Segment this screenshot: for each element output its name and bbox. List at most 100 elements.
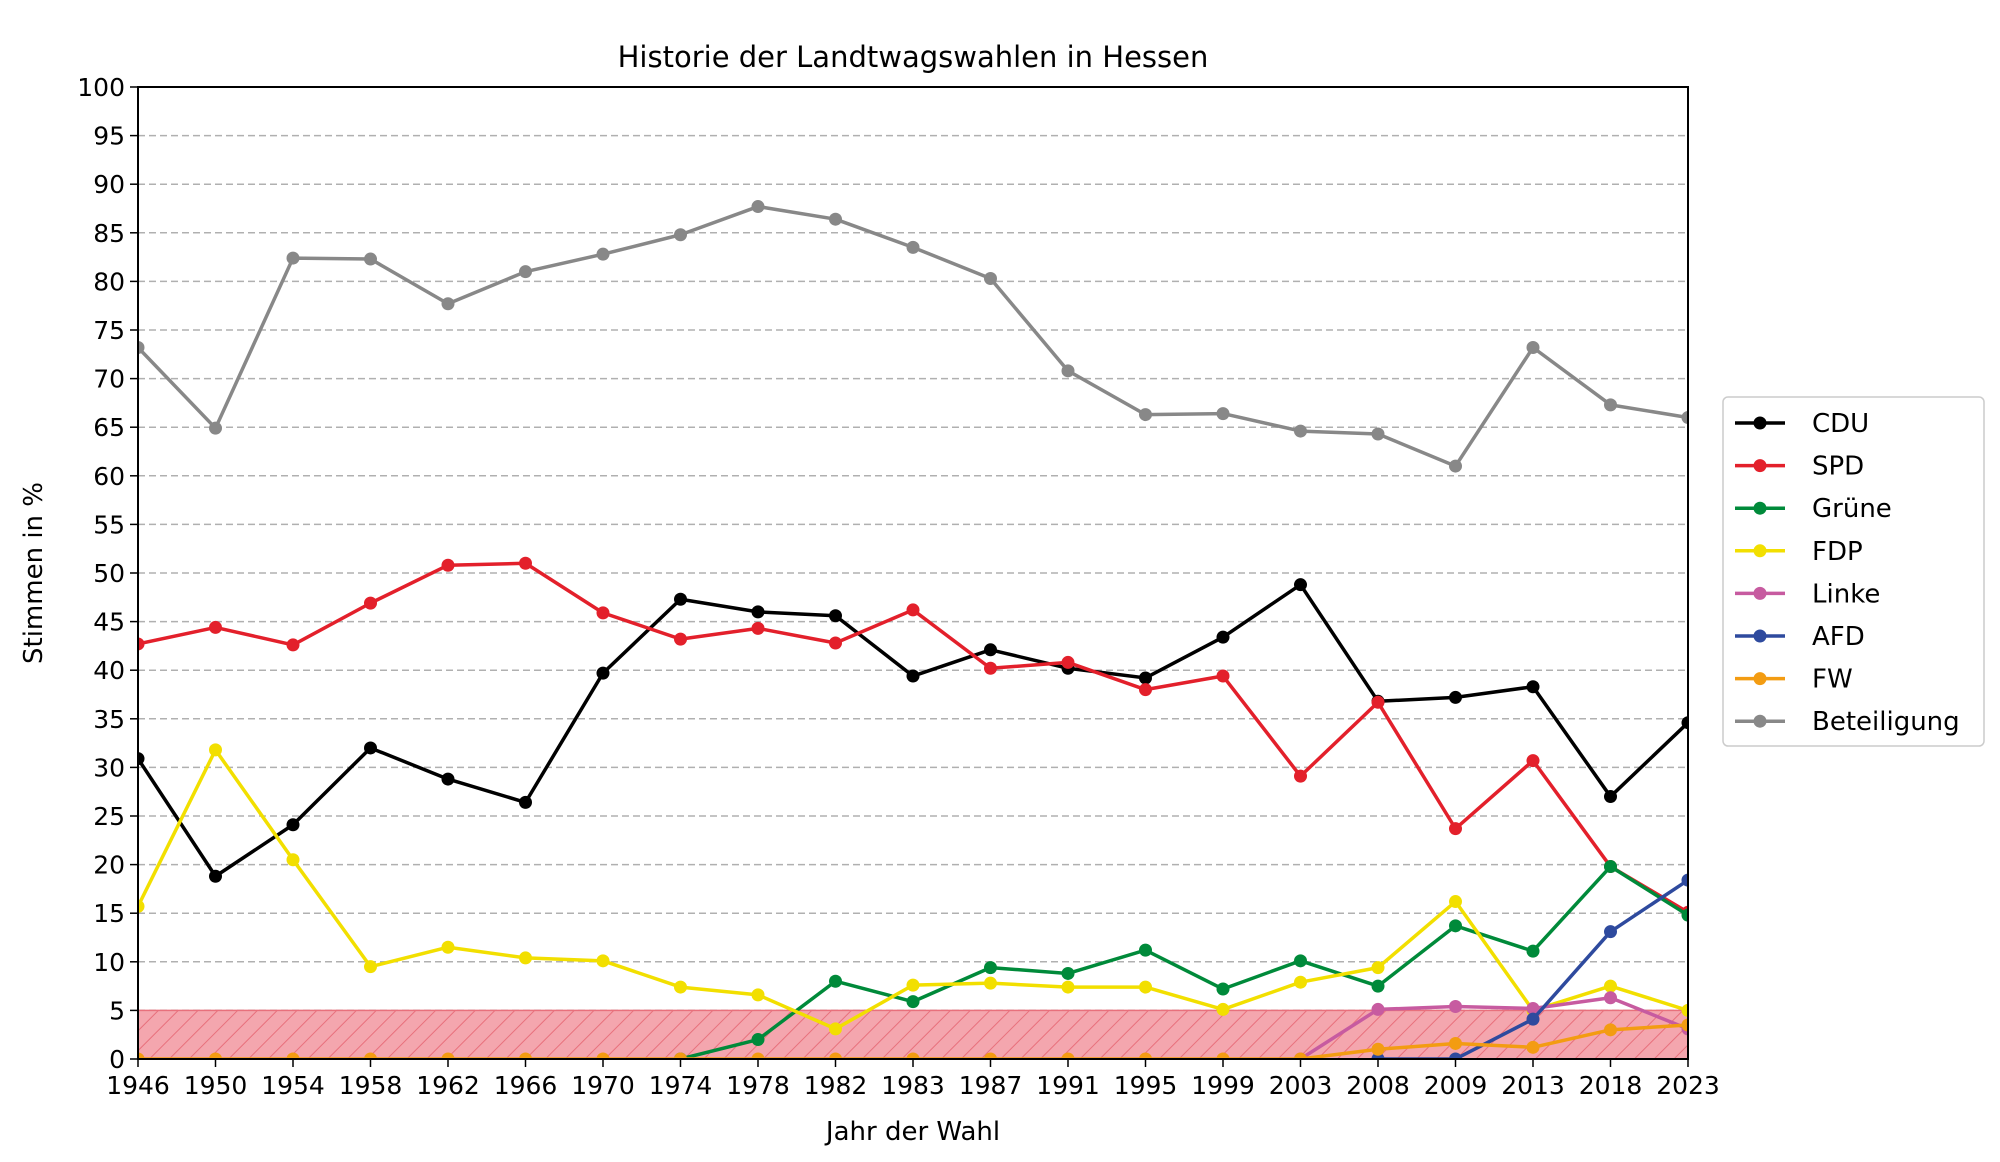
legend-marker <box>1753 544 1767 558</box>
x-tick-label: 2009 <box>1424 1071 1488 1100</box>
data-point-gruene <box>1216 982 1230 996</box>
data-point-spd <box>906 603 920 617</box>
x-tick-label: 2003 <box>1269 1071 1333 1100</box>
data-point-linke <box>1526 1001 1540 1015</box>
legend-box <box>1722 396 1985 747</box>
data-point-cdu <box>674 592 687 606</box>
data-point-fw <box>1294 1052 1307 1059</box>
legend-marker <box>1753 416 1767 430</box>
y-tick-label: 75 <box>93 316 125 345</box>
series-spd <box>138 556 1688 919</box>
legend-item-fw: FW <box>1735 665 1853 695</box>
data-point-fw <box>1216 1052 1230 1059</box>
data-point-fw <box>1139 1052 1152 1059</box>
data-point-spd <box>984 661 997 675</box>
y-tick-label: 45 <box>93 608 125 637</box>
y-tick-label: 95 <box>93 122 125 151</box>
data-point-linke <box>1371 1002 1385 1016</box>
legend-label: Beteiligung <box>1812 707 1960 737</box>
x-tick-label: 1974 <box>649 1071 713 1100</box>
data-point-fw <box>751 1052 765 1059</box>
data-point-beteiligung <box>984 271 997 285</box>
x-tick-label: 1991 <box>1036 1071 1100 1100</box>
data-point-fw <box>519 1052 532 1059</box>
data-point-cdu <box>138 752 145 766</box>
data-point-fw <box>364 1052 377 1059</box>
data-point-spd <box>1061 655 1075 669</box>
data-point-cdu <box>1294 578 1307 592</box>
data-point-cdu <box>1526 680 1540 694</box>
data-point-beteiligung <box>1061 364 1075 378</box>
legend-label: AFD <box>1812 622 1865 652</box>
data-point-cdu <box>906 669 920 683</box>
data-point-afd <box>1526 1012 1540 1026</box>
y-tick-label: 65 <box>93 413 125 442</box>
legend-marker <box>1753 672 1767 686</box>
data-point-beteiligung <box>596 247 610 261</box>
legend-item-spd: SPD <box>1735 452 1864 482</box>
data-point-beteiligung <box>1526 340 1540 354</box>
data-point-spd <box>1216 669 1230 683</box>
y-tick-label: 30 <box>93 753 125 782</box>
data-point-fdp <box>1294 975 1307 989</box>
y-tick-label: 10 <box>93 948 125 977</box>
legend-label: SPD <box>1812 452 1864 482</box>
x-tick-label: 1999 <box>1191 1071 1255 1100</box>
data-point-cdu <box>829 609 842 623</box>
data-point-beteiligung <box>519 265 532 279</box>
data-point-beteiligung <box>1294 424 1307 438</box>
y-tick-label: 15 <box>93 899 125 928</box>
legend-label: CDU <box>1812 409 1869 439</box>
x-tick-label: 1987 <box>959 1071 1023 1100</box>
x-tick-label: 1978 <box>726 1071 790 1100</box>
data-point-fdp <box>984 976 997 990</box>
data-point-linke <box>1449 1000 1462 1014</box>
legend: CDU SPD Grüne FDP Linke AFD FW Beteiligung <box>1722 396 1985 747</box>
data-point-fdp <box>1139 980 1152 994</box>
series-fdp <box>138 743 1688 1036</box>
x-tick-label: 1958 <box>339 1071 403 1100</box>
x-tick-label: 1954 <box>261 1071 325 1100</box>
data-point-spd <box>519 556 532 570</box>
data-point-fdp <box>674 980 687 994</box>
data-point-fw <box>829 1052 842 1059</box>
data-point-beteiligung <box>364 252 377 266</box>
data-point-fw <box>1681 1018 1688 1032</box>
legend-item-afd: AFD <box>1735 622 1865 652</box>
data-point-cdu <box>1604 790 1617 804</box>
x-axis-label: Jahr der Wahl <box>824 1117 1000 1147</box>
series-cdu <box>138 578 1688 883</box>
data-point-spd <box>1139 683 1152 697</box>
series-line-gruene <box>680 864 1688 1059</box>
y-tick-label: 0 <box>109 1045 125 1074</box>
data-point-spd <box>286 638 300 652</box>
data-point-cdu <box>1449 690 1462 704</box>
x-tick-label: 2018 <box>1579 1071 1643 1100</box>
legend-label: Linke <box>1812 579 1880 609</box>
data-point-spd <box>1371 695 1385 709</box>
data-point-spd <box>364 596 377 610</box>
data-point-fw <box>1061 1052 1075 1059</box>
series-line-linke <box>1299 996 1688 1059</box>
series-gruene <box>674 860 1688 1059</box>
x-tick-label: 1946 <box>106 1071 170 1100</box>
y-tick-label: 90 <box>93 170 125 199</box>
data-point-spd <box>138 637 145 651</box>
data-point-beteiligung <box>674 228 687 242</box>
data-point-fw <box>596 1052 610 1059</box>
data-point-fw <box>906 1052 920 1059</box>
data-point-fdp <box>1449 895 1462 909</box>
data-point-gruene <box>1604 860 1617 874</box>
data-point-spd <box>596 606 610 620</box>
grid <box>138 134 1688 1012</box>
data-point-gruene <box>984 961 997 975</box>
data-point-cdu <box>519 795 532 809</box>
data-point-cdu <box>441 772 455 786</box>
data-point-gruene <box>1681 908 1688 922</box>
data-point-cdu <box>596 666 610 680</box>
data-point-gruene <box>1061 966 1075 980</box>
legend-item-fdp: FDP <box>1735 537 1863 567</box>
data-point-fdp <box>209 743 222 757</box>
series-group <box>138 200 1688 1059</box>
